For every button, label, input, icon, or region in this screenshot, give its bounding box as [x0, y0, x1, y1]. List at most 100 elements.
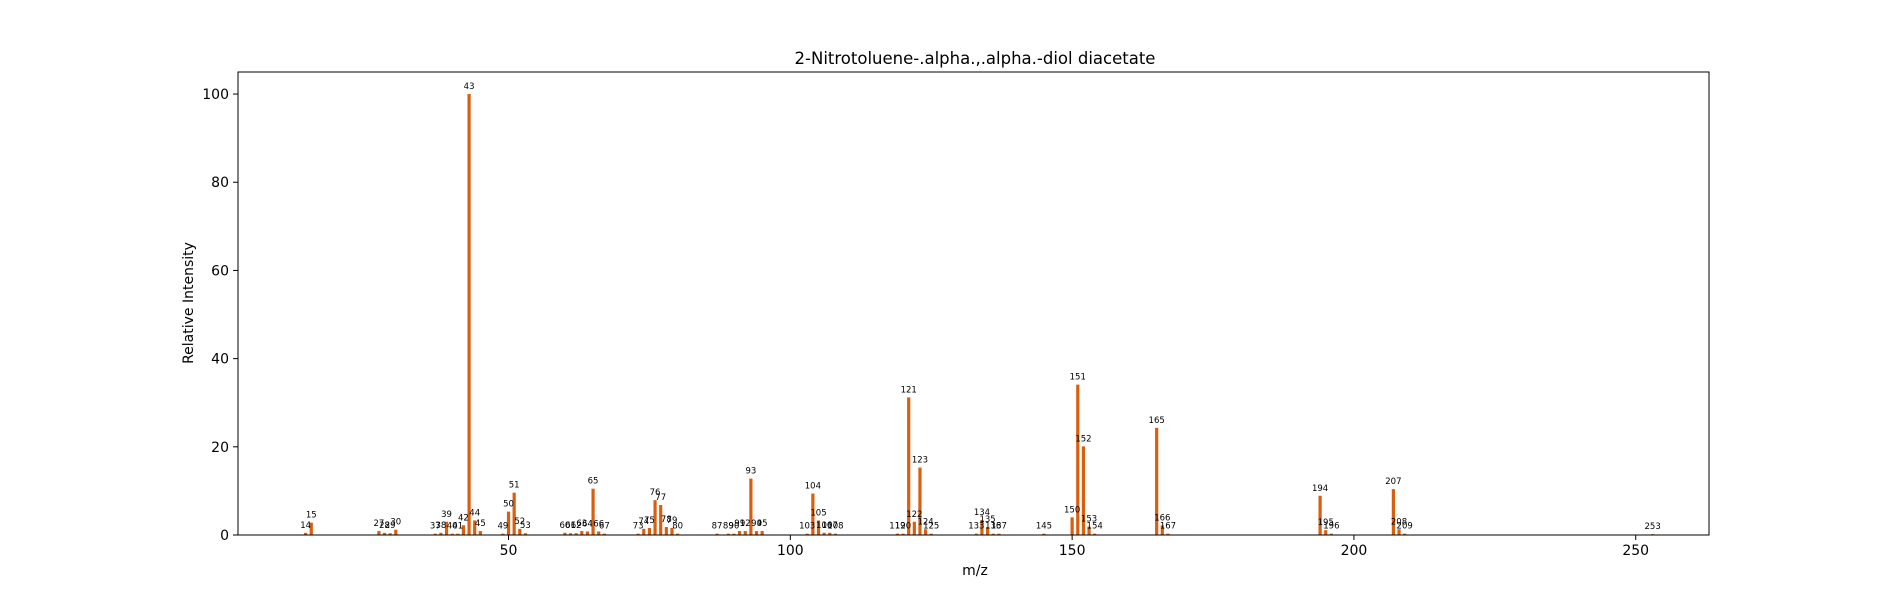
peak-bar-105: [816, 520, 821, 535]
plot-area-frame: [237, 71, 1710, 536]
peak-label-105: 105: [810, 508, 826, 518]
peak-bar-41: [456, 533, 460, 535]
peak-label-51: 51: [509, 481, 520, 491]
peak-bar-120: [901, 533, 905, 535]
peak-bar-37: [433, 533, 437, 535]
peak-bar-91: [738, 531, 742, 535]
peak-bar-94: [754, 531, 759, 535]
peak-label-60: 60: [559, 521, 570, 531]
peak-label-209: 209: [1397, 522, 1413, 532]
peak-bar-134: [980, 520, 984, 535]
peak-bar-106: [822, 532, 826, 535]
peak-bar-60: [563, 532, 567, 535]
peak-bar-64: [585, 531, 590, 535]
peak-label-137: 137: [991, 522, 1007, 532]
y-tick-label-60: 60: [211, 263, 229, 279]
peak-bar-40: [450, 533, 454, 535]
peak-label-40: 40: [447, 522, 458, 532]
peak-bar-165: [1155, 427, 1159, 535]
peak-label-53: 53: [520, 521, 531, 531]
peak-label-124: 124: [917, 517, 933, 527]
peak-bar-166: [1160, 525, 1164, 535]
peak-bar-103: [805, 533, 809, 535]
peak-bar-75: [647, 527, 652, 535]
peak-bar-79: [670, 527, 674, 535]
x-tick-label-150: 150: [1059, 543, 1086, 559]
bars-layer: [304, 94, 1655, 536]
peak-label-39: 39: [441, 510, 452, 520]
y-axis: 0 20 40 60 80 100: [202, 87, 238, 544]
peak-label-29: 29: [385, 521, 396, 531]
peak-label-133: 133: [968, 522, 984, 532]
peak-bar-167: [1166, 533, 1170, 535]
peak-label-77: 77: [655, 493, 666, 503]
peak-bar-43: [467, 94, 471, 536]
peak-label-87: 87: [712, 522, 723, 532]
peak-bar-93: [749, 478, 753, 535]
peak-bar-194: [1318, 495, 1322, 535]
peak-bar-28: [382, 532, 387, 535]
peak-label-107: 107: [822, 521, 838, 531]
peak-label-67: 67: [599, 522, 610, 532]
peak-label-207: 207: [1385, 477, 1401, 487]
peak-bar-49: [501, 533, 505, 535]
y-axis-label: Relative Intensity: [181, 242, 197, 364]
peak-bar-133: [974, 533, 978, 535]
peak-label-106: 106: [816, 521, 832, 531]
peak-bar-89: [726, 533, 730, 535]
peak-label-91: 91: [734, 519, 745, 529]
peak-bar-50: [506, 511, 511, 535]
peak-label-38: 38: [435, 521, 446, 531]
peak-bar-44: [473, 520, 477, 535]
peak-bar-74: [642, 528, 646, 535]
y-tick-label-100: 100: [202, 87, 229, 103]
peak-bar-137: [997, 533, 1001, 535]
peak-bar-125: [929, 533, 933, 535]
peak-bar-122: [912, 521, 916, 535]
peak-label-49: 49: [497, 522, 508, 532]
peak-bar-104: [811, 493, 815, 535]
peak-label-42: 42: [458, 513, 469, 523]
peak-label-135: 135: [979, 515, 995, 525]
peak-label-123: 123: [912, 456, 928, 466]
y-tick-label-0: 0: [220, 528, 229, 544]
peak-label-165: 165: [1149, 416, 1165, 426]
peak-label-152: 152: [1075, 434, 1091, 444]
peak-bar-38: [439, 532, 443, 535]
peak-label-28: 28: [379, 521, 390, 531]
peak-bar-153: [1087, 526, 1091, 535]
peak-label-30: 30: [390, 518, 401, 528]
peak-bar-135: [985, 527, 990, 535]
peak-label-93: 93: [745, 467, 756, 477]
peak-label-194: 194: [1312, 484, 1328, 494]
peak-label-136: 136: [985, 522, 1001, 532]
x-tick-label-50: 50: [500, 543, 518, 559]
peak-label-79: 79: [667, 516, 678, 526]
peak-label-95: 95: [757, 519, 768, 529]
peak-bar-123: [918, 467, 922, 535]
peak-label-94: 94: [751, 519, 762, 529]
peak-label-89: 89: [723, 522, 734, 532]
peak-bar-92: [743, 531, 747, 535]
peak-bar-53: [523, 533, 528, 535]
peak-label-50: 50: [503, 500, 514, 510]
peak-label-145: 145: [1036, 522, 1052, 532]
peak-bar-208: [1397, 529, 1401, 535]
peak-label-78: 78: [661, 515, 672, 525]
peak-bar-78: [664, 527, 668, 535]
peak-label-43: 43: [464, 82, 475, 92]
peak-bar-80: [676, 533, 680, 535]
peak-label-125: 125: [923, 522, 939, 532]
peak-label-74: 74: [638, 517, 649, 527]
peak-bar-30: [394, 529, 398, 535]
peak-label-195: 195: [1318, 518, 1334, 528]
peak-label-103: 103: [799, 522, 815, 532]
peak-label-15: 15: [306, 511, 317, 521]
peak-label-134: 134: [974, 508, 990, 518]
peak-label-208: 208: [1391, 517, 1407, 527]
peak-bar-45: [478, 531, 482, 535]
peak-bar-108: [833, 533, 838, 535]
y-tick-label-20: 20: [211, 440, 229, 456]
